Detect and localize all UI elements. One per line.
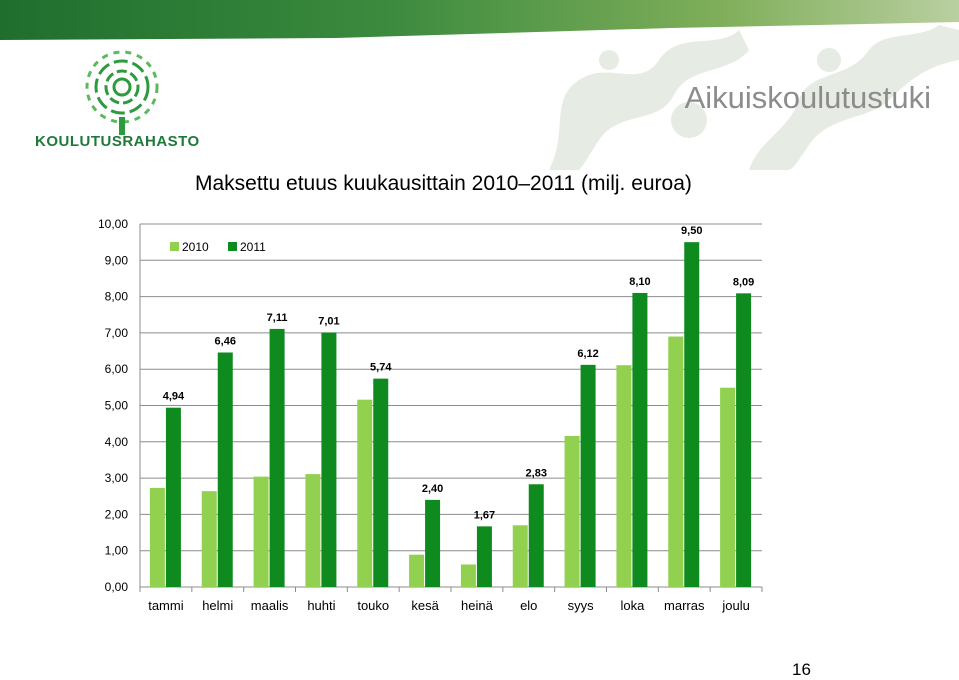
data-label: 6,12 bbox=[577, 348, 598, 360]
y-tick-label: 7,00 bbox=[105, 326, 129, 340]
bar-2011-loka bbox=[632, 292, 648, 587]
data-label: 5,74 bbox=[370, 362, 392, 374]
brand-title: Aikuiskoulutustuki bbox=[684, 80, 931, 115]
bar-2010-tammi bbox=[149, 487, 165, 587]
bar-2010-elo bbox=[512, 525, 528, 587]
bar-2010-heinä bbox=[460, 564, 476, 587]
y-tick-label: 9,00 bbox=[105, 253, 129, 267]
y-tick-label: 5,00 bbox=[105, 399, 129, 413]
x-tick-label: tammi bbox=[148, 598, 184, 613]
x-tick-label: marras bbox=[664, 598, 705, 613]
x-tick-label: kesä bbox=[411, 598, 439, 613]
legend-swatch-2010 bbox=[170, 242, 179, 251]
koulutusrahasto-logo bbox=[85, 50, 159, 135]
legend-label-2010: 2010 bbox=[182, 240, 209, 254]
bar-2011-marras bbox=[684, 242, 700, 587]
y-tick-label: 2,00 bbox=[105, 507, 129, 521]
data-label: 8,10 bbox=[629, 276, 650, 288]
data-label: 2,83 bbox=[526, 467, 547, 479]
x-tick-label: huhti bbox=[307, 598, 335, 613]
y-tick-label: 0,00 bbox=[105, 580, 129, 594]
x-tick-label: syys bbox=[568, 598, 595, 613]
bar-2010-marras bbox=[668, 336, 684, 587]
bar-2011-helmi bbox=[217, 352, 233, 587]
y-tick-label: 6,00 bbox=[105, 362, 129, 376]
bar-2011-huhti bbox=[321, 332, 337, 587]
data-label: 8,09 bbox=[733, 276, 754, 288]
bar-2010-touko bbox=[357, 399, 373, 587]
bar-2010-loka bbox=[616, 365, 632, 587]
y-tick-label: 10,00 bbox=[98, 217, 128, 231]
bar-2010-maalis bbox=[253, 476, 269, 587]
chart-title: Maksettu etuus kuukausittain 2010–2011 (… bbox=[195, 172, 692, 195]
slide-number: 16 bbox=[792, 660, 811, 679]
logo-wordmark: KOULUTUSRAHASTO bbox=[35, 133, 200, 150]
bar-2011-tammi bbox=[165, 407, 181, 587]
x-tick-label: helmi bbox=[202, 598, 233, 613]
tree-watermark-icon bbox=[549, 25, 959, 170]
bar-2010-kesä bbox=[409, 554, 425, 587]
x-tick-label: maalis bbox=[251, 598, 289, 613]
y-tick-label: 8,00 bbox=[105, 290, 129, 304]
bar-2011-heinä bbox=[476, 526, 492, 587]
data-label: 7,11 bbox=[267, 312, 288, 324]
x-tick-label: loka bbox=[620, 598, 645, 613]
bar-2011-kesä bbox=[425, 499, 441, 587]
y-tick-label: 4,00 bbox=[105, 435, 129, 449]
data-label: 7,01 bbox=[318, 316, 339, 328]
data-label: 6,46 bbox=[215, 336, 236, 348]
data-label: 4,94 bbox=[163, 391, 185, 403]
data-label: 9,50 bbox=[681, 225, 702, 237]
bar-2011-maalis bbox=[269, 328, 285, 587]
bar-2010-joulu bbox=[720, 387, 736, 587]
x-tick-label: joulu bbox=[721, 598, 749, 613]
bar-2011-syys bbox=[580, 364, 596, 587]
bar-2011-elo bbox=[528, 484, 544, 587]
bar-2010-huhti bbox=[305, 474, 321, 587]
bar-2011-touko bbox=[373, 378, 389, 587]
x-tick-label: elo bbox=[520, 598, 537, 613]
y-tick-label: 1,00 bbox=[105, 544, 129, 558]
y-tick-label: 3,00 bbox=[105, 471, 129, 485]
legend-label-2011: 2011 bbox=[240, 240, 266, 254]
x-tick-label: touko bbox=[357, 598, 389, 613]
legend-swatch-2011 bbox=[228, 242, 237, 251]
bar-2010-helmi bbox=[201, 491, 217, 587]
data-label: 2,40 bbox=[422, 483, 443, 495]
data-label: 1,67 bbox=[474, 509, 495, 521]
bar-2010-syys bbox=[564, 435, 580, 587]
bar-2011-joulu bbox=[736, 293, 752, 587]
x-tick-label: heinä bbox=[461, 598, 494, 613]
